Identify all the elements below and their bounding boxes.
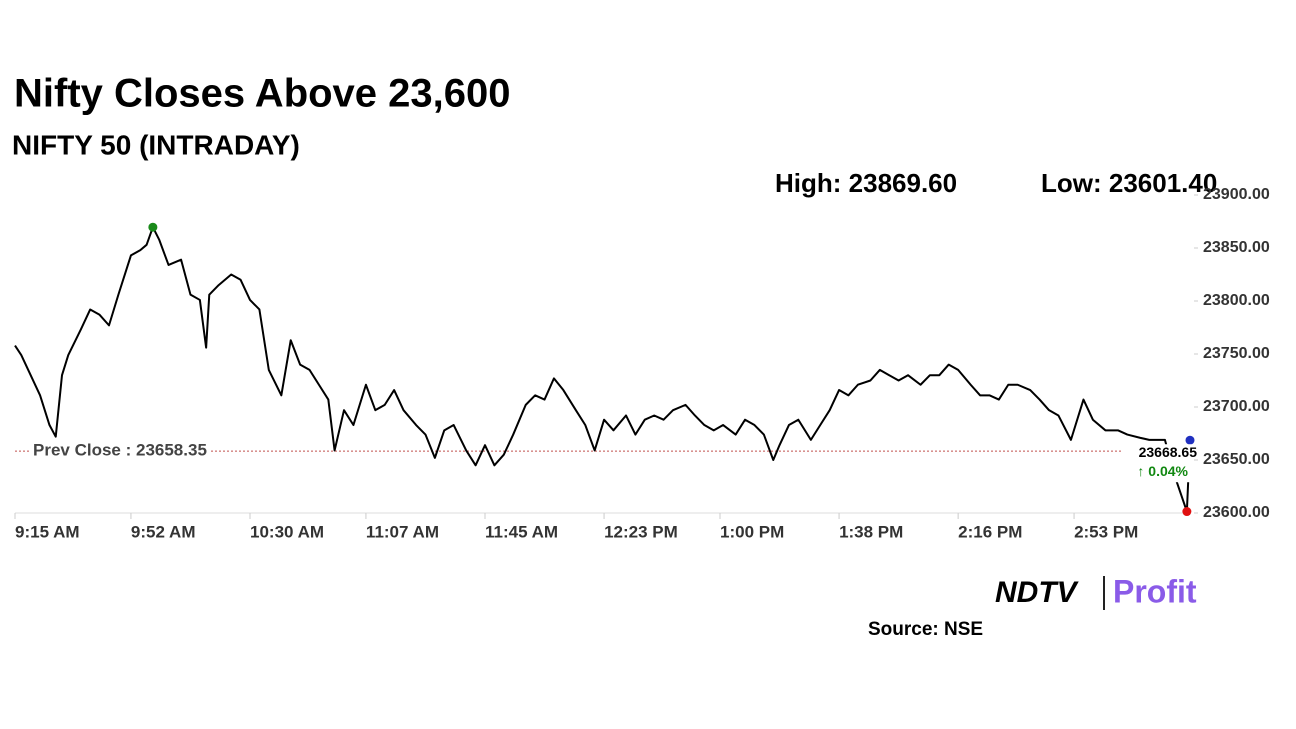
point-marker — [1182, 507, 1192, 517]
prev-close-bg — [30, 440, 210, 460]
y-tick-label: 23650.00 — [1203, 451, 1270, 468]
x-tick-label: 11:45 AM — [485, 522, 558, 541]
prev-close-label: Prev Close : 23658.35 — [33, 441, 207, 460]
y-tick-label: 23850.00 — [1203, 239, 1270, 256]
logo-ndtv: NDTV — [995, 576, 1080, 609]
price-line — [14, 226, 1191, 513]
close-label-bg — [1122, 444, 1192, 483]
x-tick-label: 12:23 PM — [604, 522, 678, 541]
y-tick-label: 23900.00 — [1203, 186, 1270, 203]
logo-profit: Profit — [1113, 573, 1197, 609]
point-marker — [1185, 435, 1195, 445]
y-tick-label: 23600.00 — [1203, 504, 1270, 521]
x-tick-label: 2:53 PM — [1074, 522, 1138, 541]
x-tick-label: 1:38 PM — [839, 522, 903, 541]
source: Source: NSE — [868, 619, 983, 640]
change-label: ↑ 0.04% — [1137, 463, 1188, 479]
low-label: Low: 23601.40 — [1041, 168, 1217, 198]
y-tick-label: 23800.00 — [1203, 292, 1270, 309]
close-label: 23668.65 — [1139, 444, 1198, 460]
x-tick-label: 11:07 AM — [366, 522, 439, 541]
high-label: High: 23869.60 — [775, 168, 957, 198]
y-tick-label: 23750.00 — [1203, 345, 1270, 362]
chart-subtitle: NIFTY 50 (INTRADAY) — [12, 129, 300, 160]
x-tick-label: 9:15 AM — [15, 522, 80, 541]
point-marker — [148, 222, 158, 232]
x-tick-label: 10:30 AM — [250, 522, 324, 541]
x-tick-label: 9:52 AM — [131, 522, 196, 541]
x-tick-label: 2:16 PM — [958, 522, 1022, 541]
y-tick-label: 23700.00 — [1203, 398, 1270, 415]
x-tick-label: 1:00 PM — [720, 522, 784, 541]
chart-title: Nifty Closes Above 23,600 — [14, 72, 511, 116]
